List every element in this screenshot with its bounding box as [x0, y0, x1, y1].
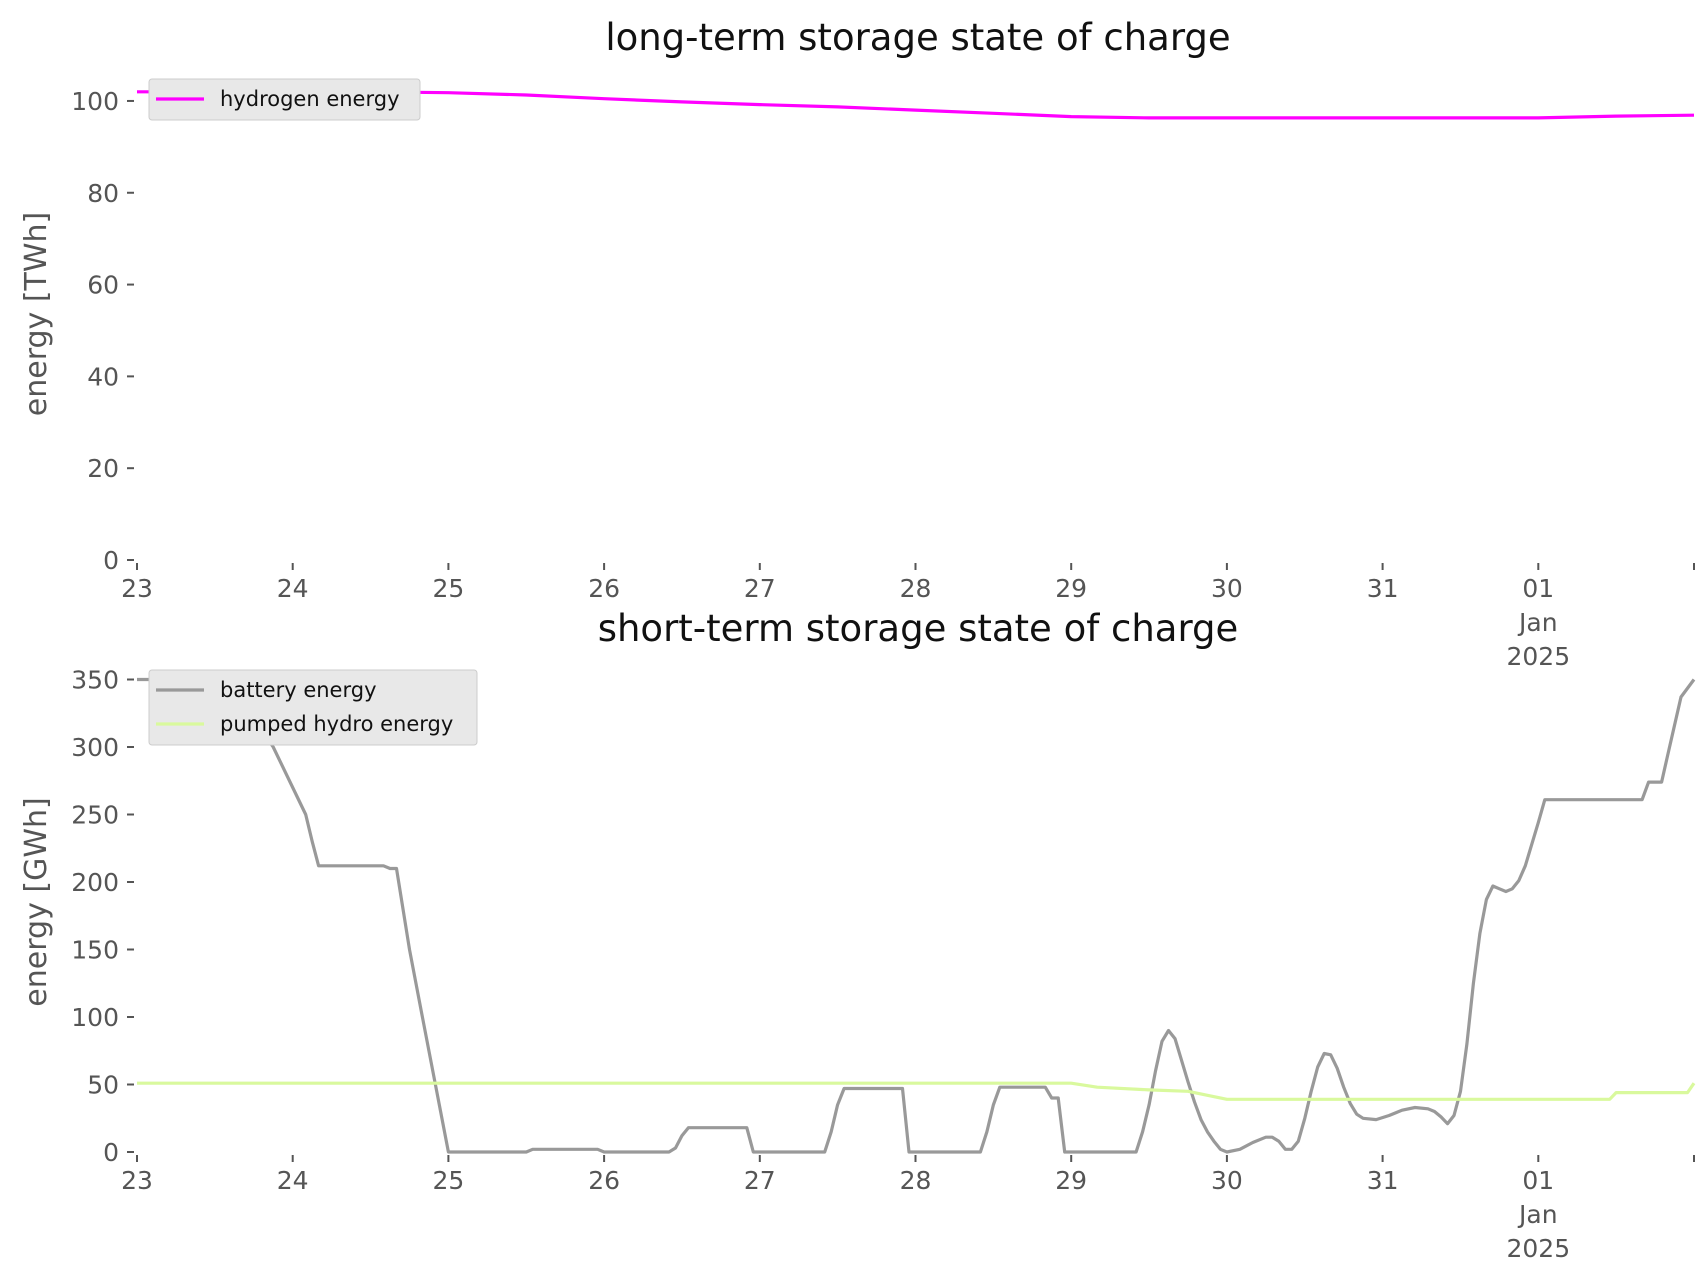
x-tick-label: 30	[1211, 1166, 1243, 1195]
legend-box	[148, 78, 421, 121]
x-tick-label: 30	[1211, 574, 1243, 603]
legend-box	[148, 669, 478, 746]
legend[interactable]: hydrogen energy	[148, 78, 421, 121]
legend-entries: battery energy pumped hydro energy	[156, 678, 453, 736]
x-tick-label: 26	[588, 574, 620, 603]
x-tick-label: 25	[432, 1166, 464, 1195]
x-tick-label: 31	[1367, 574, 1399, 603]
series-group	[137, 677, 1696, 1154]
x-tick-label: 29	[1055, 1166, 1087, 1195]
x-tick-label: 28	[900, 574, 932, 603]
y-axis-label: energy [GWh]	[19, 797, 54, 1006]
x-tick-label: 31	[1367, 1166, 1399, 1195]
y-tick-label: 40	[87, 362, 119, 391]
y-axis-ticks: 0 50 100 150 200 250 300 350	[71, 666, 134, 1167]
long-term-storage-chart: long-term storage state of charge energy…	[19, 16, 1695, 671]
y-tick-label: 60	[87, 271, 119, 300]
y-tick-label: 0	[103, 1138, 119, 1167]
y-tick-label: 350	[71, 666, 119, 695]
y-axis-label: energy [TWh]	[19, 212, 54, 416]
y-tick-label: 100	[71, 1003, 119, 1032]
y-tick-label: 80	[87, 179, 119, 208]
legend-entries: hydrogen energy	[156, 87, 400, 111]
x-tick-label: 24	[277, 1166, 309, 1195]
x-tick-label: 27	[744, 1166, 776, 1195]
y-axis-ticks: 0 20 40 60 80 100	[71, 87, 134, 575]
short-term-storage-chart: short-term storage state of charge energ…	[19, 607, 1696, 1263]
legend-label: battery energy	[220, 678, 377, 702]
x-tick-label: 01 Jan 2025	[1506, 1166, 1570, 1263]
x-tick-label: 29	[1055, 574, 1087, 603]
x-tick-label: 27	[744, 574, 776, 603]
series-line-1	[137, 677, 1696, 1154]
y-tick-label: 250	[71, 801, 119, 830]
x-axis-ticks: 23 24 25 26 27 28 29 30 31 01 Jan 2025	[121, 1155, 1695, 1263]
x-tick-label: 23	[121, 1166, 153, 1195]
series-line-2	[137, 1081, 1696, 1101]
y-tick-label: 0	[103, 546, 119, 575]
chart-title: short-term storage state of charge	[598, 607, 1239, 650]
legend[interactable]: battery energy pumped hydro energy	[148, 669, 478, 746]
y-tick-label: 300	[71, 733, 119, 762]
y-tick-label: 200	[71, 868, 119, 897]
x-tick-label: 01 Jan 2025	[1506, 574, 1570, 671]
x-tick-label: 24	[277, 574, 309, 603]
x-tick-label: 26	[588, 1166, 620, 1195]
y-tick-label: 20	[87, 454, 119, 483]
legend-label: pumped hydro energy	[220, 712, 453, 736]
x-tick-label: 28	[900, 1166, 932, 1195]
x-tick-label: 23	[121, 574, 153, 603]
legend-label: hydrogen energy	[220, 87, 400, 111]
y-tick-label: 150	[71, 936, 119, 965]
y-tick-label: 100	[71, 87, 119, 116]
x-tick-label: 25	[432, 574, 464, 603]
chart-title: long-term storage state of charge	[605, 16, 1230, 59]
y-tick-label: 50	[87, 1071, 119, 1100]
x-axis-ticks: 23 24 25 26 27 28 29 30 31 01 Jan 2025	[121, 563, 1695, 671]
